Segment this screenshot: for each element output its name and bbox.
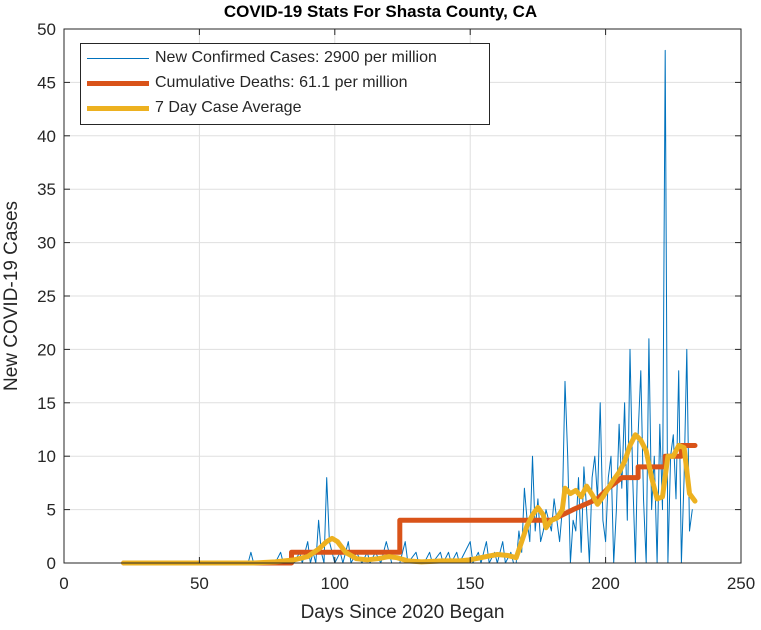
x-tick-label: 50 xyxy=(190,574,209,593)
x-axis-label: Days Since 2020 Began xyxy=(300,602,505,623)
y-tick-label: 10 xyxy=(37,447,56,466)
legend-label-deaths: Cumulative Deaths: 61.1 per million xyxy=(155,74,408,91)
y-axis-label: New COVID-19 Cases xyxy=(1,200,22,392)
y-tick-label: 50 xyxy=(37,20,56,39)
y-tick-label: 25 xyxy=(37,287,56,306)
grid-layer xyxy=(63,28,742,564)
y-tick-label: 15 xyxy=(37,394,56,413)
legend: New Confirmed Cases: 2900 per million Cu… xyxy=(80,43,490,125)
legend-swatch-deaths xyxy=(87,81,149,86)
y-tick-label: 5 xyxy=(47,501,56,520)
ticks-layer: 0 50 100 150 200 250 0 5 10 15 20 25 30 35 40 45 50 xyxy=(37,20,755,593)
series-layer xyxy=(121,49,698,566)
legend-swatch-new-cases xyxy=(87,58,149,59)
chart-title: COVID-19 Stats For Shasta County, CA xyxy=(223,2,538,21)
legend-swatch-7day-average xyxy=(87,106,149,111)
x-tick-label: 250 xyxy=(727,574,755,593)
legend-item-deaths: Cumulative Deaths: 61.1 per million xyxy=(87,72,487,96)
y-tick-label: 35 xyxy=(37,180,56,199)
y-tick-label: 20 xyxy=(37,340,56,359)
x-tick-label: 150 xyxy=(456,574,484,593)
legend-label-new-cases: New Confirmed Cases: 2900 per million xyxy=(155,49,437,66)
y-tick-label: 0 xyxy=(47,554,56,573)
legend-item-new-cases: New Confirmed Cases: 2900 per million xyxy=(87,47,487,71)
series-line-cumulative-deaths xyxy=(121,443,698,566)
y-tick-label: 40 xyxy=(37,127,56,146)
y-tick-label: 45 xyxy=(37,73,56,92)
x-tick-label: 0 xyxy=(59,574,68,593)
x-tick-label: 100 xyxy=(321,574,349,593)
y-tick-label: 30 xyxy=(37,234,56,253)
series-line-7day-average xyxy=(121,432,698,566)
legend-label-7day-average: 7 Day Case Average xyxy=(155,99,302,116)
x-tick-label: 200 xyxy=(591,574,619,593)
legend-item-7day-average: 7 Day Case Average xyxy=(87,97,487,121)
